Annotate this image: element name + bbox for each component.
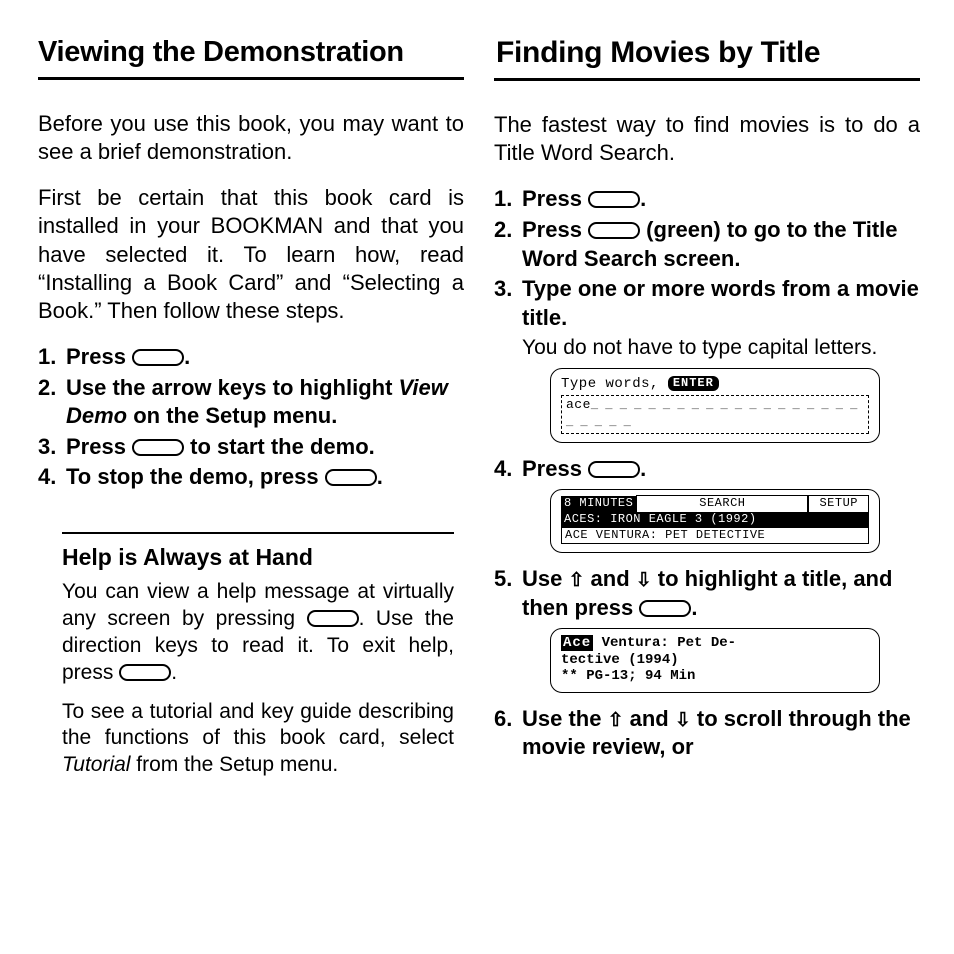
- help-box: Help is Always at Hand You can view a he…: [62, 532, 454, 791]
- finding-steps-list: Press . Press (green) to go to the Title…: [494, 185, 920, 764]
- enter-badge: ENTER: [668, 376, 719, 392]
- heading-viewing-demonstration: Viewing the Demonstration: [38, 36, 464, 80]
- demo-step-2: Use the arrow keys to highlight View Dem…: [38, 374, 464, 431]
- key-icon: [132, 349, 184, 366]
- finding-intro: The fastest way to find movies is to do …: [494, 111, 920, 167]
- intro-paragraph-2: First be certain that this book card is …: [38, 184, 464, 325]
- lcd-tabs: 8 MINUTES SEARCH SETUP: [561, 496, 869, 512]
- tutorial-label: Tutorial: [62, 753, 130, 776]
- lcd-search-results: 8 MINUTES SEARCH SETUP ACES: IRON EAGLE …: [550, 489, 880, 553]
- finding-step-5: Use ⇧ and ⇩ to highlight a title, and th…: [494, 565, 920, 693]
- column-finding-movies: Finding Movies by Title The fastest way …: [494, 36, 920, 924]
- finding-step-6: Use the ⇧ and ⇩ to scroll through the mo…: [494, 705, 920, 762]
- lcd-row-2: ACE VENTURA: PET DETECTIVE: [561, 528, 869, 544]
- heading-finding-movies: Finding Movies by Title: [494, 36, 920, 81]
- lcd-detail-line-3: ** PG-13; 94 Min: [561, 668, 869, 684]
- demo-step-4: To stop the demo, press .: [38, 463, 464, 492]
- key-icon: [119, 664, 171, 681]
- key-icon: [588, 461, 640, 478]
- finding-step-3-note: You do not have to type capital letters.: [522, 334, 920, 361]
- down-arrow-icon: ⇩: [675, 709, 691, 734]
- down-arrow-icon: ⇩: [636, 569, 652, 594]
- finding-step-2: Press (green) to go to the Title Word Se…: [494, 216, 920, 273]
- finding-step-3: Type one or more words from a movie titl…: [494, 275, 920, 442]
- lcd-input-line: ace_ _ _ _ _ _ _ _ _ _ _ _ _ _ _ _ _ _ _…: [561, 395, 869, 434]
- key-icon: [588, 222, 640, 239]
- key-icon: [588, 191, 640, 208]
- demo-step-1: Press .: [38, 343, 464, 372]
- lcd-prompt: Type words, ENTER: [561, 375, 869, 393]
- help-heading: Help is Always at Hand: [62, 544, 454, 571]
- key-icon: [639, 600, 691, 617]
- intro-paragraph-1: Before you use this book, you may want t…: [38, 110, 464, 166]
- lcd-row-selected: ACES: IRON EAGLE 3 (1992): [561, 512, 869, 528]
- demo-step-3: Press to start the demo.: [38, 433, 464, 462]
- finding-step-4: Press . 8 MINUTES SEARCH SETUP ACES: IRO…: [494, 455, 920, 554]
- help-paragraph-2: To see a tutorial and key guide describi…: [62, 699, 454, 780]
- demo-steps-list: Press . Use the arrow keys to highlight …: [38, 343, 464, 494]
- lcd-detail-line-2: tective (1994): [561, 652, 869, 668]
- lcd-movie-detail: Ace Ventura: Pet De- tective (1994) ** P…: [550, 628, 880, 692]
- lcd-type-words: Type words, ENTER ace_ _ _ _ _ _ _ _ _ _…: [550, 368, 880, 443]
- key-icon: [307, 610, 359, 627]
- key-icon: [325, 469, 377, 486]
- key-icon: [132, 439, 184, 456]
- finding-step-1: Press .: [494, 185, 920, 214]
- lcd-detail-line-1: Ace Ventura: Pet De-: [561, 635, 869, 651]
- up-arrow-icon: ⇧: [608, 709, 624, 734]
- help-paragraph-1: You can view a help message at virtually…: [62, 579, 454, 687]
- column-viewing-demonstration: Viewing the Demonstration Before you use…: [38, 36, 464, 924]
- up-arrow-icon: ⇧: [568, 569, 584, 594]
